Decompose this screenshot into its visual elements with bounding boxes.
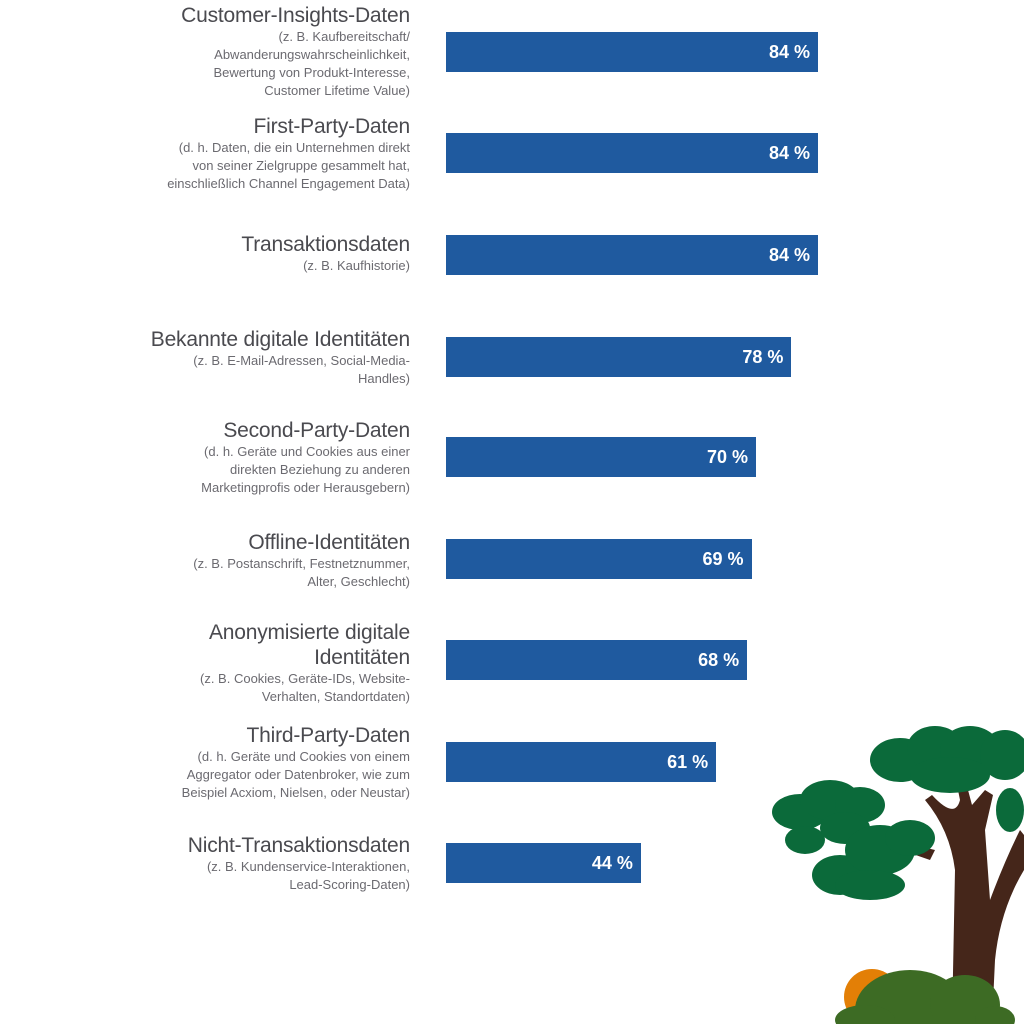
bar: 68 %: [446, 640, 748, 680]
category-note: direkten Beziehung zu anderen: [230, 462, 410, 477]
bar: 61 %: [446, 742, 717, 782]
category-label: Second-Party-Daten (d. h. Geräte und Cook…: [80, 418, 410, 497]
category-note: (z. B. Kundenservice-Interaktionen,: [206, 859, 410, 874]
category-note: (z. B. Postanschrift, Festnetznummer,: [193, 556, 410, 571]
category-title: Second-Party-Daten: [223, 419, 410, 442]
category-note: (z. B. Cookies, Geräte-IDs, Website-: [200, 671, 410, 686]
category-label: Anonymisierte digitale Identitäten (z. B.…: [80, 620, 410, 706]
bar-value-label: 69 %: [702, 549, 744, 569]
category-note: (z. B. E-Mail-Adressen, Social-Media-: [193, 353, 410, 368]
bar: 84 %: [446, 133, 818, 173]
category-note: (z. B. Kaufhistorie): [303, 258, 410, 273]
category-title: Bekannte digitale Identitäten: [150, 328, 410, 351]
category-note: (d. h. Geräte und Cookies aus einer: [204, 444, 410, 459]
bar-value-label: 84 %: [768, 42, 810, 62]
category-label: Customer-Insights-Daten (z. B. Kaufbereit…: [80, 3, 410, 100]
category-title: Transaktionsdaten: [241, 233, 410, 256]
category-note: Marketingprofis oder Herausgebern): [201, 480, 410, 495]
category-note: Handles): [357, 371, 410, 386]
category-note: (d. h. Daten, die ein Unternehmen direkt: [178, 140, 410, 155]
category-title: Nicht-Transaktionsdaten: [187, 834, 410, 857]
bar: 70 %: [446, 437, 756, 477]
category-note: Beispiel Acxiom, Nielsen, oder Neustar): [181, 785, 410, 800]
bush: [835, 970, 1015, 1024]
category-title: Offline-Identitäten: [248, 531, 410, 554]
category-note: (z. B. Kaufbereitschaft/: [278, 29, 410, 44]
category-label: Bekannte digitale Identitäten (z. B. E-Ma…: [80, 327, 410, 388]
bar: 44 %: [446, 843, 641, 883]
category-note: (d. h. Geräte und Cookies von einem: [197, 749, 410, 764]
bar-value-label: 78 %: [742, 347, 784, 367]
bar-value-label: 84 %: [768, 245, 810, 265]
category-title: Third-Party-Daten: [246, 724, 411, 747]
category-note: Abwanderungswahrscheinlichkeit,: [214, 47, 410, 62]
category-label: Offline-Identitäten (z. B. Postanschrift,…: [80, 530, 410, 591]
tree-foliage: [772, 726, 1024, 900]
bar-value-label: 70 %: [706, 447, 748, 467]
category-note: Lead-Scoring-Daten): [289, 877, 410, 892]
category-label: Nicht-Transaktionsdaten (z. B. Kundenserv…: [80, 833, 410, 894]
category-note: Bewertung von Produkt-Interesse,: [213, 65, 410, 80]
bar: 69 %: [446, 539, 752, 579]
bar-value-label: 44 %: [591, 853, 633, 873]
category-note: Verhalten, Standortdaten): [261, 689, 410, 704]
bar: 78 %: [446, 337, 792, 377]
category-note: Customer Lifetime Value): [264, 83, 410, 98]
category-note: von seiner Zielgruppe gesammelt hat,: [192, 158, 410, 173]
bar-value-label: 84 %: [768, 143, 810, 163]
category-label: First-Party-Daten (d. h. Daten, die ein U…: [80, 114, 410, 193]
bar-value-label: 61 %: [667, 752, 709, 772]
category-label: Transaktionsdaten (z. B. Kaufhistorie): [80, 232, 410, 275]
category-label: Third-Party-Daten (d. h. Geräte und Cooki…: [80, 723, 411, 802]
bar-value-label: 68 %: [698, 650, 740, 670]
bar: 84 %: [446, 235, 818, 275]
category-note: Alter, Geschlecht): [307, 574, 410, 589]
category-title: First-Party-Daten: [253, 115, 411, 138]
bar: 84 %: [446, 32, 818, 72]
category-title: Customer-Insights-Daten: [181, 4, 410, 27]
category-title: Anonymisierte digitale Identitäten: [208, 621, 410, 669]
category-note: einschließlich Channel Engagement Data): [167, 176, 410, 191]
category-note: Aggregator oder Datenbroker, wie zum: [186, 767, 410, 782]
